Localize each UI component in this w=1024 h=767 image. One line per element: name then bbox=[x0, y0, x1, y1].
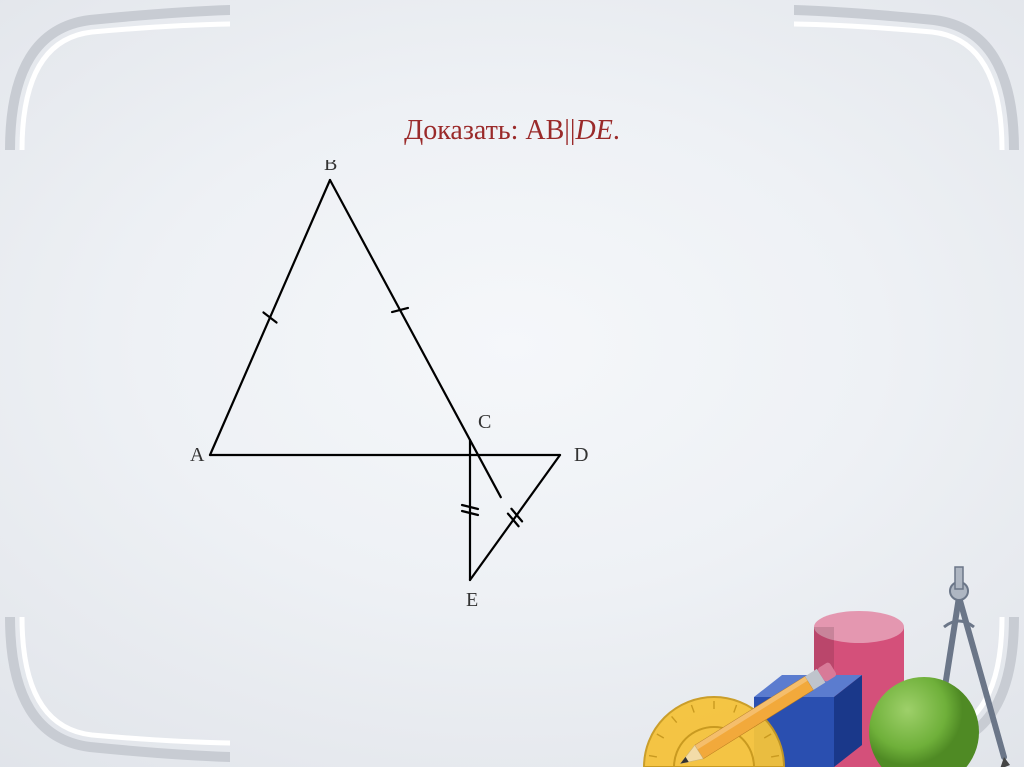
title-prefix: Доказать: AB bbox=[404, 115, 564, 146]
problem-title: Доказать: AB||DE. bbox=[0, 115, 1024, 147]
slide: Доказать: AB||DE. ABCDE bbox=[0, 0, 1024, 767]
point-label-D: D bbox=[574, 444, 588, 466]
point-label-B: B bbox=[324, 160, 337, 175]
point-label-C: C bbox=[478, 411, 491, 433]
geometry-diagram: A B C D E bbox=[170, 160, 670, 620]
frame-corner-bl bbox=[0, 617, 230, 767]
title-suffix: DE bbox=[576, 115, 613, 146]
point-label-A: A bbox=[190, 444, 205, 466]
point-label-E: E bbox=[466, 589, 478, 611]
frame-corner-br bbox=[794, 617, 1024, 767]
diagram-svg: A B C D E bbox=[170, 160, 670, 620]
title-parallel: || bbox=[564, 115, 575, 146]
title-period: . bbox=[613, 115, 620, 146]
